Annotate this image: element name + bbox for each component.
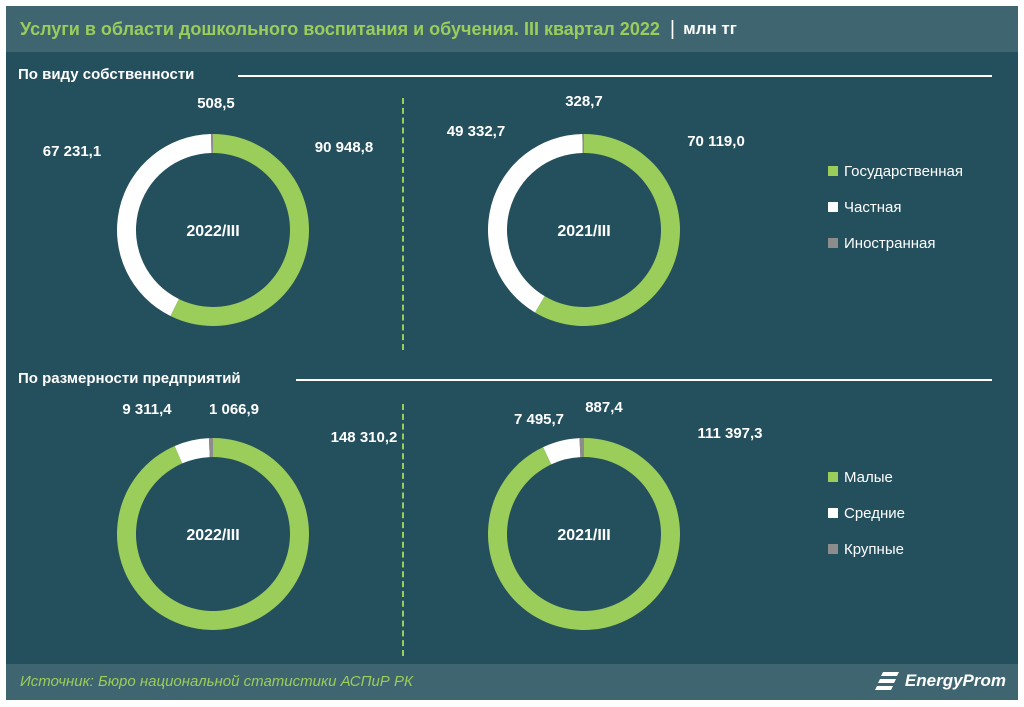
donut-3-value-label-large: 887,4 xyxy=(585,399,623,416)
legend-label-large: Крупные xyxy=(844,540,904,558)
divider-bottom xyxy=(402,404,404,656)
donut-2-slice-medium xyxy=(174,438,210,464)
donut-1-slice-private xyxy=(488,134,583,313)
divider-top xyxy=(402,98,404,350)
logo-text: EnergyProm xyxy=(904,671,1006,690)
donut-1-value-label-private: 49 332,7 xyxy=(447,123,505,140)
legend-swatch-small xyxy=(828,472,838,482)
donut-0-slice-foreign xyxy=(211,134,213,154)
donut-3-value-label-medium: 7 495,7 xyxy=(514,411,564,428)
donut-0-slice-private xyxy=(116,134,212,317)
donut-0-value-label-state: 90 948,8 xyxy=(315,139,373,156)
source-note: Источник: Бюро национальной статистики А… xyxy=(20,673,413,690)
section-rule-ownership xyxy=(238,75,992,77)
donut-3-value-label-small: 111 397,3 xyxy=(697,425,762,442)
donut-1-value-label-foreign: 328,7 xyxy=(565,93,603,110)
donut-1-slice-foreign xyxy=(582,134,584,154)
legend-swatch-foreign xyxy=(828,238,838,248)
legend-label-small: Малые xyxy=(844,468,893,486)
donut-0-value-label-foreign: 508,5 xyxy=(197,95,235,112)
legend-item-small: Малые xyxy=(828,468,905,486)
unit-label: млн тг xyxy=(683,19,737,38)
donut-3-center-label: 2021/III xyxy=(557,527,610,544)
donut-2-center-label: 2022/III xyxy=(186,527,239,544)
donut-0-center-label: 2022/III xyxy=(186,223,239,240)
legend-label-foreign: Иностранная xyxy=(844,234,936,252)
donut-2-slice-large xyxy=(208,438,213,458)
section-rule-size xyxy=(296,379,992,381)
energyprom-logo: EnergyProm xyxy=(874,670,1006,692)
logo-mark-icon xyxy=(874,672,899,690)
header-bar: Услуги в области дошкольного воспитания … xyxy=(6,6,1018,52)
donut-charts: 2022/III 90 948,8 67 231,1 508,5 2021/III 70 … xyxy=(43,93,763,630)
legend-item-private: Частная xyxy=(828,198,963,216)
legend-ownership: Государственная Частная Иностранная xyxy=(828,162,963,270)
legend-label-medium: Средние xyxy=(844,504,905,522)
legend-label-state: Государственная xyxy=(844,162,963,180)
legend-item-medium: Средние xyxy=(828,504,905,522)
legend-item-large: Крупные xyxy=(828,540,905,558)
legend-swatch-private xyxy=(828,202,838,212)
chart-panel: Услуги в области дошкольного воспитания … xyxy=(6,6,1018,700)
chart-title: Услуги в области дошкольного воспитания … xyxy=(20,18,660,39)
donut-0-slice-state xyxy=(170,134,309,326)
legend-item-foreign: Иностранная xyxy=(828,234,963,252)
section-title-size: По размерности предприятий xyxy=(18,370,241,387)
donut-1-slice-state xyxy=(534,134,681,327)
donut-2-value-label-large: 1 066,9 xyxy=(209,401,259,418)
donut-1-center-label: 2021/III xyxy=(557,223,610,240)
legend-swatch-state xyxy=(828,166,838,176)
legend-swatch-large xyxy=(828,544,838,554)
donut-3-slice-large xyxy=(579,438,584,458)
footer-bar: Источник: Бюро национальной статистики А… xyxy=(6,664,1018,700)
legend-item-state: Государственная xyxy=(828,162,963,180)
donut-1-value-label-state: 70 119,0 xyxy=(687,133,745,150)
title-separator: | xyxy=(669,17,676,40)
donut-0-value-label-private: 67 231,1 xyxy=(43,143,101,160)
donut-3-slice-medium xyxy=(543,438,581,465)
legend-swatch-medium xyxy=(828,508,838,518)
donut-2-value-label-medium: 9 311,4 xyxy=(122,401,172,418)
legend-label-private: Частная xyxy=(844,198,902,216)
donut-2-value-label-small: 148 310,2 xyxy=(331,429,398,446)
legend-size: Малые Средние Крупные xyxy=(828,468,905,576)
section-title-ownership: По виду собственности xyxy=(18,66,195,83)
